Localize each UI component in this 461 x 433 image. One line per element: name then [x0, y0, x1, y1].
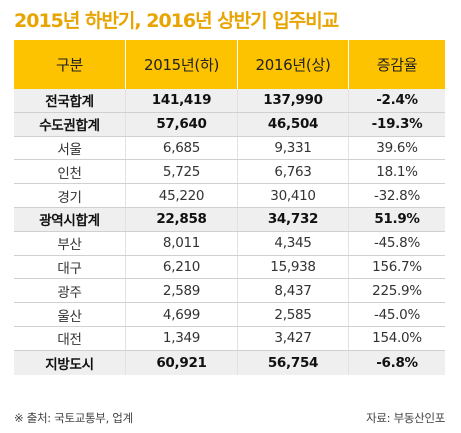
- change-rate: -32.8%: [374, 187, 420, 204]
- value-2016-h1: 137,990: [238, 89, 349, 112]
- page-title: 2015년 하반기, 2016년 상반기 입주비교: [14, 10, 339, 32]
- table-row: 인천 5,725 6,763 18.1%: [14, 160, 445, 185]
- table-row: 경기 45,220 30,410 -32.8%: [14, 184, 445, 208]
- table-row: 광역시합계 22,858 34,732 51.9%: [14, 207, 445, 232]
- value-2016-h1: 2,585: [238, 303, 349, 326]
- footer: ※ 출처: 국토교통부, 업계 자료: 부동산인포: [14, 410, 445, 426]
- header-category: 구분: [14, 40, 126, 89]
- value-2015-h2: 45,220: [126, 184, 238, 207]
- table-body: 전국합계 141,419 137,990 -2.4% 수도권합계 57,640 46,504…: [14, 89, 445, 375]
- change-rate: -45.0%: [374, 306, 420, 323]
- table-row: 수도권합계 57,640 46,504 -19.3%: [14, 112, 445, 137]
- table-header: 구분 2015년(하) 2016년(상) 증감율: [14, 40, 445, 89]
- value-2016-h1: 30,410: [238, 184, 349, 207]
- table-row: 부산 8,011 4,345 -45.8%: [14, 231, 445, 256]
- value-2016-h1: 34,732: [238, 207, 349, 231]
- change-rate: 51.9%: [374, 211, 420, 228]
- change-rate: -6.8%: [376, 354, 418, 371]
- value-2016-h1: 6,763: [238, 160, 349, 184]
- header-change-rate: 증감율: [376, 56, 418, 74]
- row-label: 인천: [14, 160, 126, 184]
- table-row: 전국합계 141,419 137,990 -2.4%: [14, 89, 445, 113]
- value-2016-h1: 9,331: [238, 136, 349, 160]
- value-2015-h2: 141,419: [126, 89, 238, 112]
- row-label: 수도권합계: [14, 112, 126, 136]
- value-2015-h2: 4,699: [126, 303, 238, 326]
- table-row: 광주 2,589 8,437 225.9%: [14, 279, 445, 304]
- row-label: 광역시합계: [14, 207, 126, 231]
- value-2016-h1: 4,345: [238, 231, 349, 255]
- row-label: 대전: [14, 326, 126, 350]
- value-2016-h1: 46,504: [238, 112, 349, 136]
- change-rate: -2.4%: [376, 92, 418, 109]
- change-rate: -19.3%: [371, 116, 423, 133]
- change-rate: -45.8%: [374, 235, 420, 252]
- row-label: 경기: [14, 184, 126, 207]
- value-2015-h2: 60,921: [126, 350, 238, 375]
- row-label: 울산: [14, 303, 126, 326]
- row-label: 지방도시: [14, 350, 126, 375]
- value-2015-h2: 6,210: [126, 255, 238, 279]
- table-row: 대전 1,349 3,427 154.0%: [14, 326, 445, 351]
- change-rate: 18.1%: [376, 163, 418, 180]
- value-2016-h1: 15,938: [238, 255, 349, 279]
- table-row: 서울 6,685 9,331 39.6%: [14, 136, 445, 161]
- value-2016-h1: 8,437: [238, 279, 349, 303]
- row-label: 전국합계: [14, 89, 126, 112]
- value-2015-h2: 1,349: [126, 326, 238, 350]
- value-2015-h2: 5,725: [126, 160, 238, 184]
- row-label: 부산: [14, 231, 126, 255]
- source-note: ※ 출처: 국토교통부, 업계: [14, 411, 133, 425]
- value-2016-h1: 3,427: [238, 326, 349, 350]
- row-label: 서울: [14, 136, 126, 160]
- value-2016-h1: 56,754: [238, 350, 349, 375]
- change-rate: 154.0%: [372, 330, 422, 347]
- table-row: 울산 4,699 2,585 -45.0%: [14, 303, 445, 327]
- value-2015-h2: 6,685: [126, 136, 238, 160]
- table-row: 지방도시 60,921 56,754 -6.8%: [14, 350, 445, 375]
- header-2015-h2: 2015년(하): [126, 40, 238, 89]
- value-2015-h2: 22,858: [126, 207, 238, 231]
- change-rate: 225.9%: [372, 282, 422, 299]
- value-2015-h2: 8,011: [126, 231, 238, 255]
- table-row: 대구 6,210 15,938 156.7%: [14, 255, 445, 280]
- header-2016-h1: 2016년(상): [238, 40, 349, 89]
- change-rate: 156.7%: [372, 258, 422, 275]
- value-2015-h2: 2,589: [126, 279, 238, 303]
- row-label: 대구: [14, 255, 126, 279]
- comparison-table: 구분 2015년(하) 2016년(상) 증감율 전국합계 141,419 137,…: [14, 40, 445, 375]
- data-credit: 자료: 부동산인포: [366, 411, 445, 425]
- row-label: 광주: [14, 279, 126, 303]
- value-2015-h2: 57,640: [126, 112, 238, 136]
- change-rate: 39.6%: [376, 139, 418, 156]
